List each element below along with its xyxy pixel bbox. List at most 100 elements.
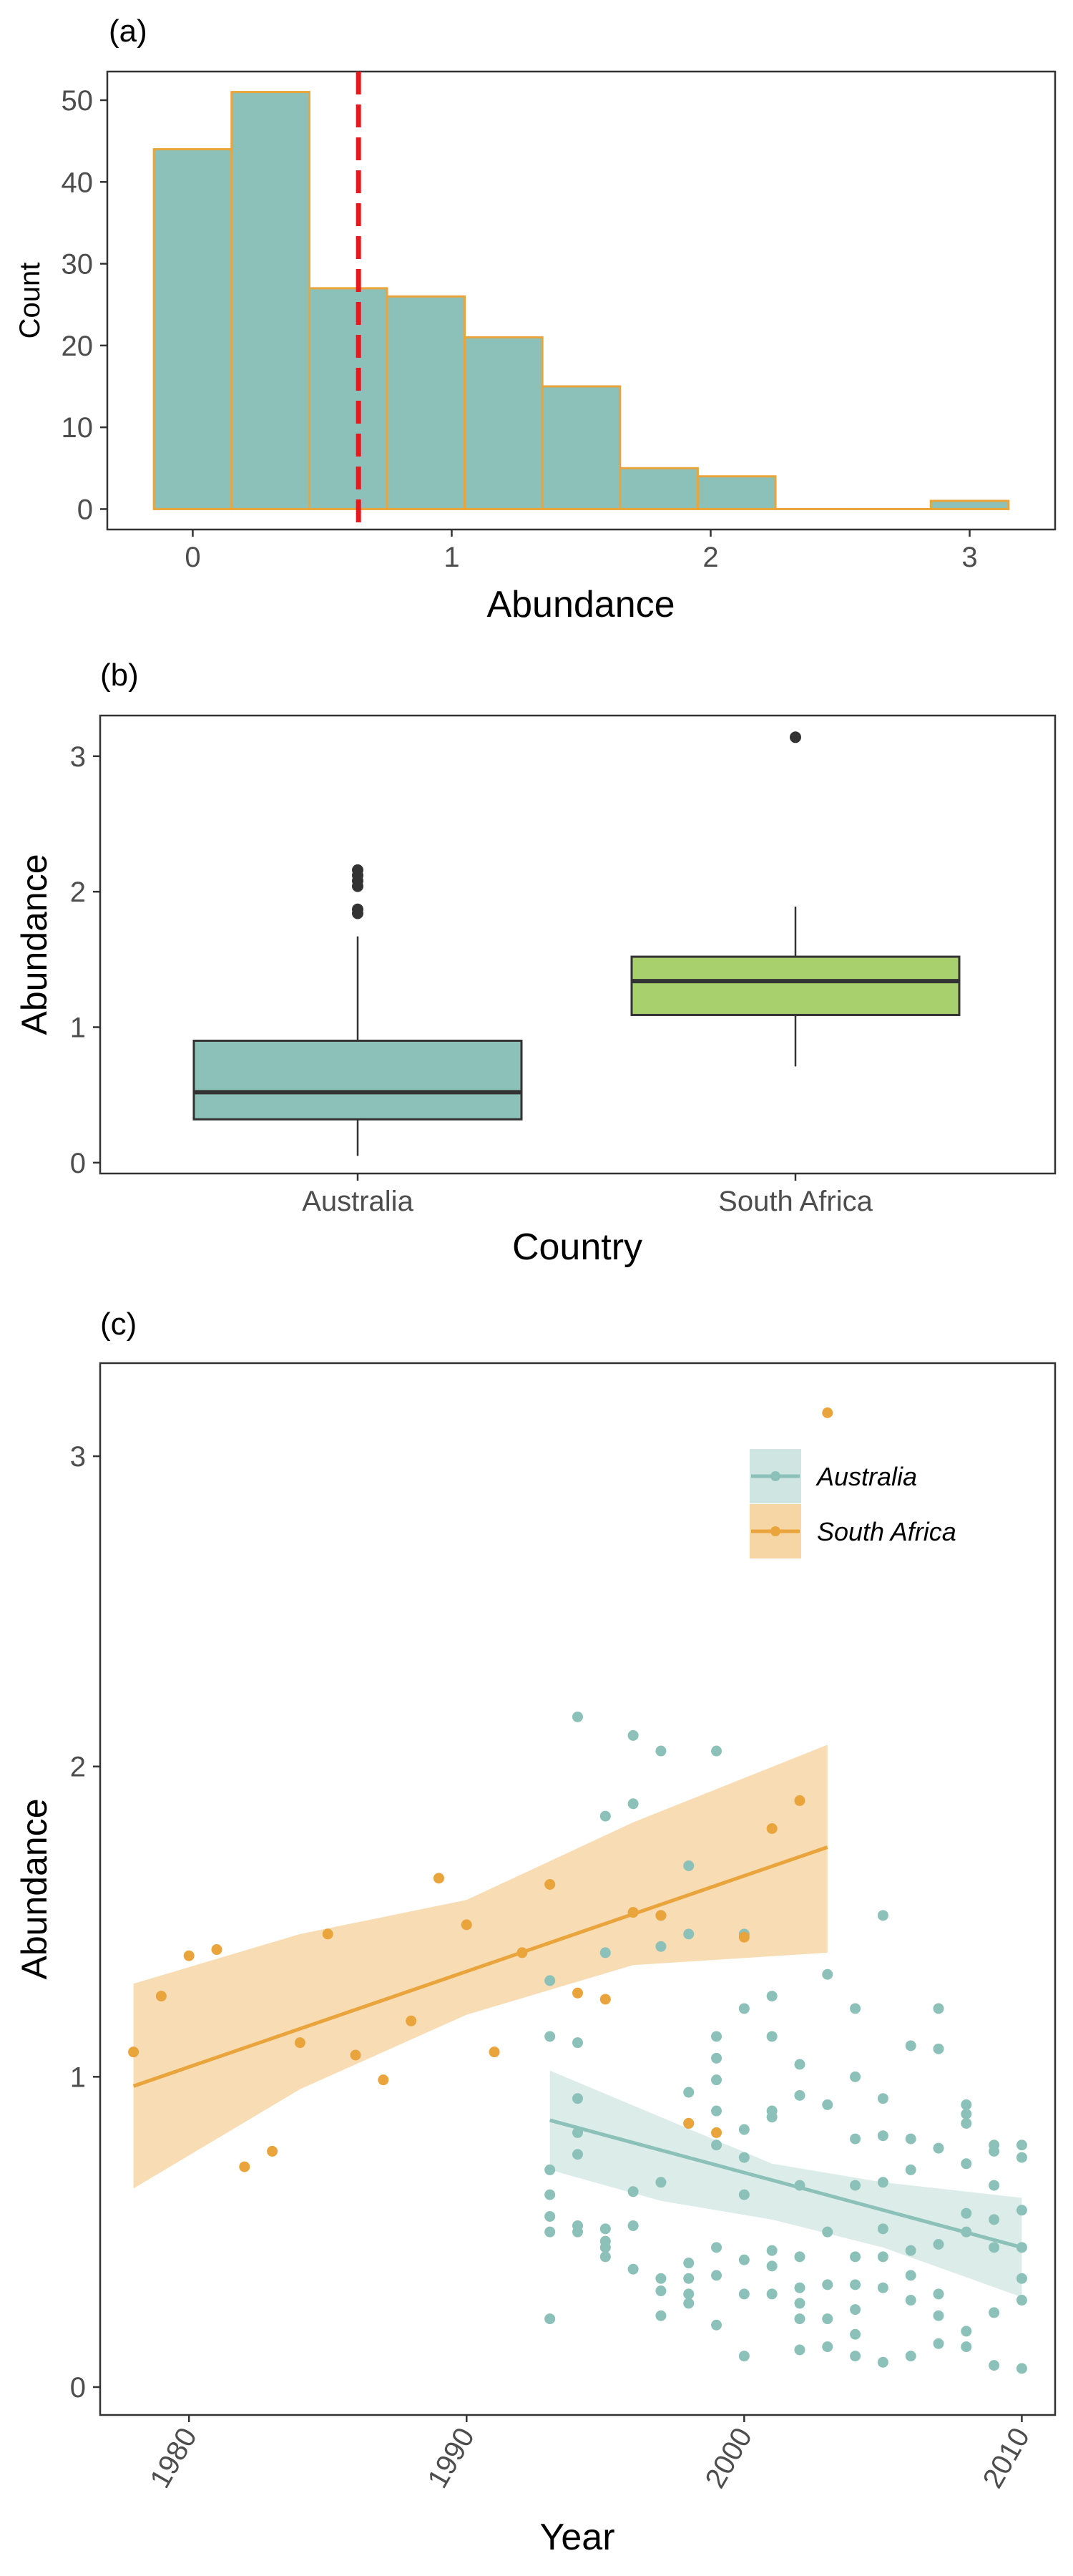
data-point-australia [989,2180,1000,2191]
data-point-australia [683,2273,695,2284]
data-point-australia [599,2223,611,2235]
data-point-australia [933,2288,944,2300]
data-point-australia [572,2149,583,2160]
data-point-australia [766,2260,778,2272]
data-point-australia [794,2059,805,2070]
data-point-australia [961,2326,972,2337]
box-iqr [192,1039,523,1121]
histogram-bar [386,295,466,510]
y-tick-label: 30 [62,249,94,280]
data-point-south-africa [461,1919,472,1931]
data-point-australia [738,2003,750,2014]
data-point-australia [544,2031,556,2042]
box-iqr [630,955,961,1016]
data-point-australia [711,2242,722,2253]
data-point-australia [738,2351,750,2362]
data-point-south-africa [822,1407,833,1418]
data-point-australia [683,2258,695,2269]
data-point-south-africa [294,2037,305,2049]
data-point-australia [711,2031,722,2042]
data-point-australia [961,2099,972,2110]
y-tick-label: 0 [70,1148,86,1179]
data-point-australia [961,2158,972,2170]
histogram-bar [929,499,1010,510]
data-point-south-africa [794,1795,805,1806]
data-point-australia [683,2087,695,2098]
legend-key-point [770,1471,780,1481]
outlier-point [790,731,801,743]
x-axis-label: Country [512,1226,642,1268]
data-point-south-africa [322,1928,333,1940]
data-point-australia [544,2226,556,2238]
data-point-australia [905,2133,916,2145]
data-point-south-africa [489,2046,500,2058]
data-point-australia [1016,2152,1027,2163]
x-axis-label: Year [539,2517,614,2558]
data-point-australia [989,2140,1000,2151]
data-point-australia [738,2288,750,2300]
x-axis-ticks: Australia South Africa [302,1174,873,1217]
y-tick-label: 20 [62,331,94,362]
x-tick-label: 3 [961,542,977,573]
data-point-australia [877,1910,888,1921]
data-point-australia [905,2164,916,2175]
histogram-bar [541,385,622,510]
data-point-south-africa [599,1994,611,2005]
data-point-australia [822,2226,833,2238]
legend-label: South Africa [817,1517,956,1546]
data-point-south-africa [406,2015,417,2026]
data-point-australia [766,2031,778,2042]
legend: Australia South Africa [750,1449,956,1558]
data-point-australia [822,2341,833,2353]
data-point-australia [544,2210,556,2222]
data-point-australia [877,2356,888,2368]
data-point-australia [933,2142,944,2154]
data-point-australia [961,2207,972,2219]
data-point-australia [655,2285,667,2297]
data-point-australia [683,1860,695,1871]
data-point-australia [905,2351,916,2362]
data-point-australia [599,1810,611,1822]
data-point-australia [627,2186,639,2197]
data-point-australia [766,2105,778,2117]
data-point-south-africa [183,1950,195,1961]
boxplot-australia [192,864,523,1156]
plot-a-border [106,70,1057,531]
y-axis-label: Count [14,263,46,339]
data-point-australia [711,2052,722,2064]
x-tick-label: 1 [444,542,459,573]
data-point-australia [599,1947,611,1958]
y-tick-label: 1 [70,2062,86,2093]
data-point-australia [989,2214,1000,2225]
data-point-australia [711,2105,722,2117]
data-point-south-africa [433,1873,444,1884]
x-axis-ticks: 1980 1990 2000 2010 [144,2415,1036,2494]
data-point-australia [850,2279,861,2290]
data-point-australia [599,2235,611,2247]
data-point-australia [655,1941,667,1952]
histogram-bar [152,148,233,510]
y-tick-label: 0 [77,494,93,525]
data-point-australia [877,2130,888,2142]
panel-b-tag: (b) [100,658,139,693]
data-point-australia [711,2074,722,2086]
data-point-australia [989,2360,1000,2371]
histogram-bar [696,475,777,510]
data-point-australia [711,2319,722,2331]
x-tick-label: 1990 [421,2423,481,2494]
confidence-bands [133,1745,1022,2298]
data-point-south-africa [267,2145,278,2157]
data-point-south-africa [572,1987,583,1999]
histogram-bars [152,91,1010,510]
data-point-south-africa [128,2046,139,2058]
data-point-australia [850,2328,861,2340]
data-point-australia [544,2313,556,2325]
data-point-australia [1016,2273,1027,2284]
data-point-australia [794,2313,805,2325]
data-point-australia [766,1991,778,2002]
x-tick-label: 2010 [977,2423,1037,2494]
data-point-australia [822,2313,833,2325]
data-point-australia [544,2189,556,2200]
data-point-australia [766,2288,778,2300]
